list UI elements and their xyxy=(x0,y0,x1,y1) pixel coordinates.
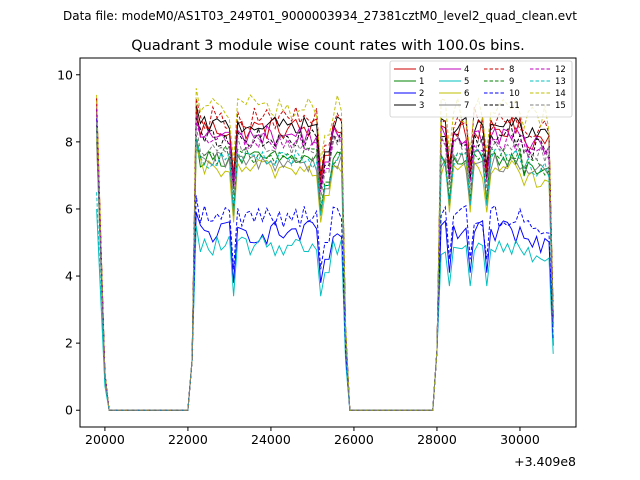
series-layer xyxy=(96,88,554,411)
x-offset-label: +3.409e8 xyxy=(514,454,576,469)
x-tick-label: 28000 xyxy=(417,432,457,447)
y-tick-label: 2 xyxy=(65,336,73,351)
x-axis: 20000 22000 24000 26000 28000 30000 xyxy=(85,427,540,447)
y-axis: 0 2 4 6 8 10 xyxy=(57,67,80,418)
legend-label-5: 5 xyxy=(464,77,469,87)
x-tick-label: 30000 xyxy=(500,432,540,447)
series-line-7 xyxy=(96,141,554,411)
series-line-15 xyxy=(96,121,554,411)
legend-label-11: 11 xyxy=(509,101,520,111)
series-line-14 xyxy=(96,88,554,411)
y-tick-label: 10 xyxy=(57,67,73,82)
x-tick-label: 20000 xyxy=(85,432,125,447)
y-tick-label: 4 xyxy=(65,269,73,284)
legend-label-1: 1 xyxy=(419,77,424,87)
legend-label-4: 4 xyxy=(464,65,469,75)
legend-label-3: 3 xyxy=(419,101,424,111)
y-tick-label: 0 xyxy=(65,403,73,418)
plot-area xyxy=(79,57,577,428)
x-tick-label: 26000 xyxy=(334,432,374,447)
legend-label-0: 0 xyxy=(419,65,424,75)
legend-label-2: 2 xyxy=(419,89,424,99)
legend-label-13: 13 xyxy=(555,77,566,87)
legend-label-10: 10 xyxy=(509,89,520,99)
legend-label-9: 9 xyxy=(509,77,514,87)
legend-label-15: 15 xyxy=(555,101,566,111)
x-tick-label: 24000 xyxy=(251,432,291,447)
legend-label-14: 14 xyxy=(555,89,566,99)
y-tick-label: 6 xyxy=(65,201,73,216)
legend-frame xyxy=(389,60,573,118)
legend-label-8: 8 xyxy=(509,65,514,75)
x-tick-label: 22000 xyxy=(168,432,208,447)
y-tick-label: 8 xyxy=(65,134,73,149)
legend-label-12: 12 xyxy=(555,65,566,75)
legend-label-6: 6 xyxy=(464,89,469,99)
suptitle: Data file: modeM0/AS1T03_249T01_90000039… xyxy=(63,9,577,23)
series-line-5 xyxy=(96,208,554,411)
legend-label-7: 7 xyxy=(464,101,469,111)
series-line-10 xyxy=(96,118,554,411)
axes-frame xyxy=(79,57,577,428)
chart-title: Quadrant 3 module wise count rates with … xyxy=(131,38,525,54)
